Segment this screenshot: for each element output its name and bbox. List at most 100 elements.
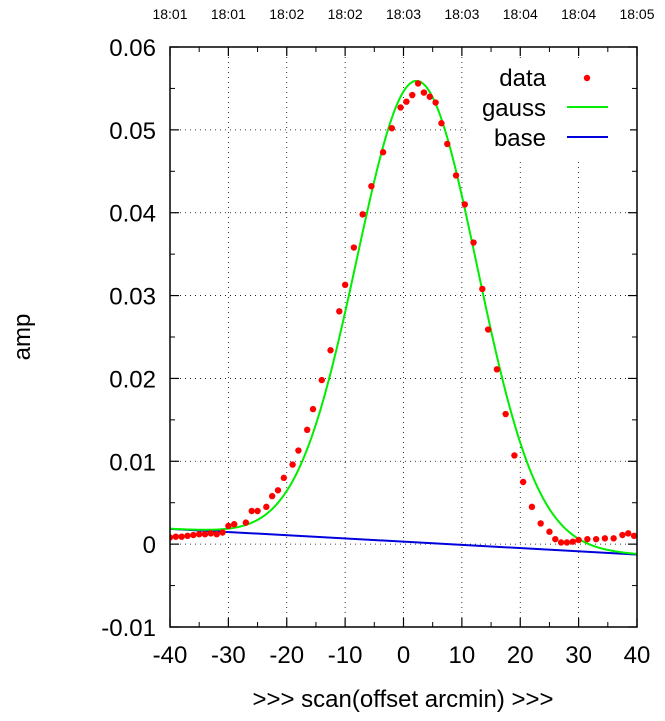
data-point <box>280 474 288 482</box>
x-tick-label: 30 <box>565 642 592 669</box>
data-point <box>231 521 238 528</box>
y-tick-label: 0.03 <box>109 284 156 311</box>
grid <box>170 47 637 627</box>
data-point <box>318 376 325 384</box>
data-point <box>426 93 433 100</box>
data-point <box>274 487 282 494</box>
top-time-label: 18:04 <box>561 6 596 22</box>
data-point <box>254 507 261 515</box>
data-point <box>528 503 536 511</box>
data-point <box>268 492 276 500</box>
x-tick-label: 40 <box>624 642 651 669</box>
data-point <box>336 308 343 315</box>
data-point <box>432 99 439 106</box>
top-time-label: 18:05 <box>619 6 654 22</box>
data-point <box>379 149 387 156</box>
y-tick-label: 0.04 <box>109 201 156 228</box>
x-tick-label: -40 <box>153 642 188 669</box>
data-point <box>397 104 404 111</box>
data-point <box>537 520 544 527</box>
data-point <box>484 326 492 333</box>
data-point <box>601 535 609 542</box>
data-point <box>452 172 460 179</box>
top-time-label: 18:02 <box>269 6 304 22</box>
data-point <box>213 531 220 538</box>
data-point <box>263 503 270 511</box>
top-time-label: 18:03 <box>386 6 421 22</box>
x-tick-label: -10 <box>328 642 363 669</box>
data-point <box>327 347 334 354</box>
data-point <box>289 461 296 468</box>
plot-frame <box>169 46 638 628</box>
data-point <box>178 533 185 540</box>
x-tick-label: -30 <box>211 642 246 669</box>
data-point <box>303 426 311 433</box>
data-point <box>502 410 509 418</box>
y-tick-label: 0.02 <box>109 366 156 393</box>
y-tick-label: -0.01 <box>101 615 156 642</box>
data-point <box>368 183 375 190</box>
data-point <box>207 530 215 537</box>
base-line <box>170 527 637 556</box>
data-point <box>170 534 174 541</box>
top-time-label: 18:02 <box>328 6 363 22</box>
data-point <box>219 529 226 536</box>
legend-label-data: data <box>499 65 546 92</box>
y-tick-label: 0.05 <box>109 118 156 145</box>
legend: data gauss base <box>470 62 630 162</box>
legend-swatch-data <box>583 74 591 82</box>
data-point <box>630 532 637 540</box>
data-point <box>350 244 358 251</box>
data-point <box>242 519 250 526</box>
data-point <box>569 538 576 545</box>
legend-label-base: base <box>494 125 546 152</box>
y-ticks: -0.01 0 0.01 0.02 0.03 0.04 0.05 0.06 <box>101 35 637 642</box>
y-tick-label: 0 <box>143 532 156 559</box>
top-time-label: 18:01 <box>152 6 187 22</box>
data-point <box>619 531 626 539</box>
data-point <box>190 531 197 539</box>
data-point <box>225 522 232 530</box>
data-point <box>552 535 559 543</box>
legend-box <box>470 62 630 162</box>
data-point <box>575 536 582 544</box>
data-point <box>438 120 445 127</box>
top-time-label: 18:01 <box>211 6 246 22</box>
data-point <box>172 533 180 540</box>
x-ticks: -40 -30 -20 -10 0 10 20 30 40 <box>153 47 651 669</box>
data-point <box>610 535 617 542</box>
data-point <box>584 535 591 543</box>
series-layer <box>170 79 637 556</box>
data-point <box>195 531 203 538</box>
data-point <box>511 452 518 459</box>
top-time-label: 18:04 <box>503 6 538 22</box>
legend-label-gauss: gauss <box>482 95 546 122</box>
y-axis-title: amp <box>9 314 36 361</box>
data-point <box>563 539 571 546</box>
x-tick-label: 10 <box>449 642 476 669</box>
data-point <box>359 211 366 218</box>
data-point <box>479 285 486 293</box>
data-point <box>184 532 191 540</box>
data-point <box>461 201 468 208</box>
data-point <box>557 539 565 546</box>
y-tick-label: 0.06 <box>109 35 156 62</box>
x-tick-label: 0 <box>397 642 410 669</box>
data-point <box>341 281 349 288</box>
top-time-label: 18:03 <box>444 6 479 22</box>
data-point <box>470 239 477 246</box>
data-point <box>295 447 302 454</box>
data-point <box>592 535 600 543</box>
data-point <box>625 530 632 537</box>
data-point <box>201 531 209 538</box>
data-point <box>409 91 416 99</box>
data-point <box>420 89 428 96</box>
x-tick-label: 20 <box>507 642 534 669</box>
y-tick-label: 0.01 <box>109 449 156 476</box>
data-point <box>414 80 422 87</box>
x-axis-title: >>> scan(offset arcmin) >>> <box>252 686 553 713</box>
data-point <box>444 140 451 148</box>
data-point <box>403 98 410 105</box>
data-point <box>546 528 553 535</box>
